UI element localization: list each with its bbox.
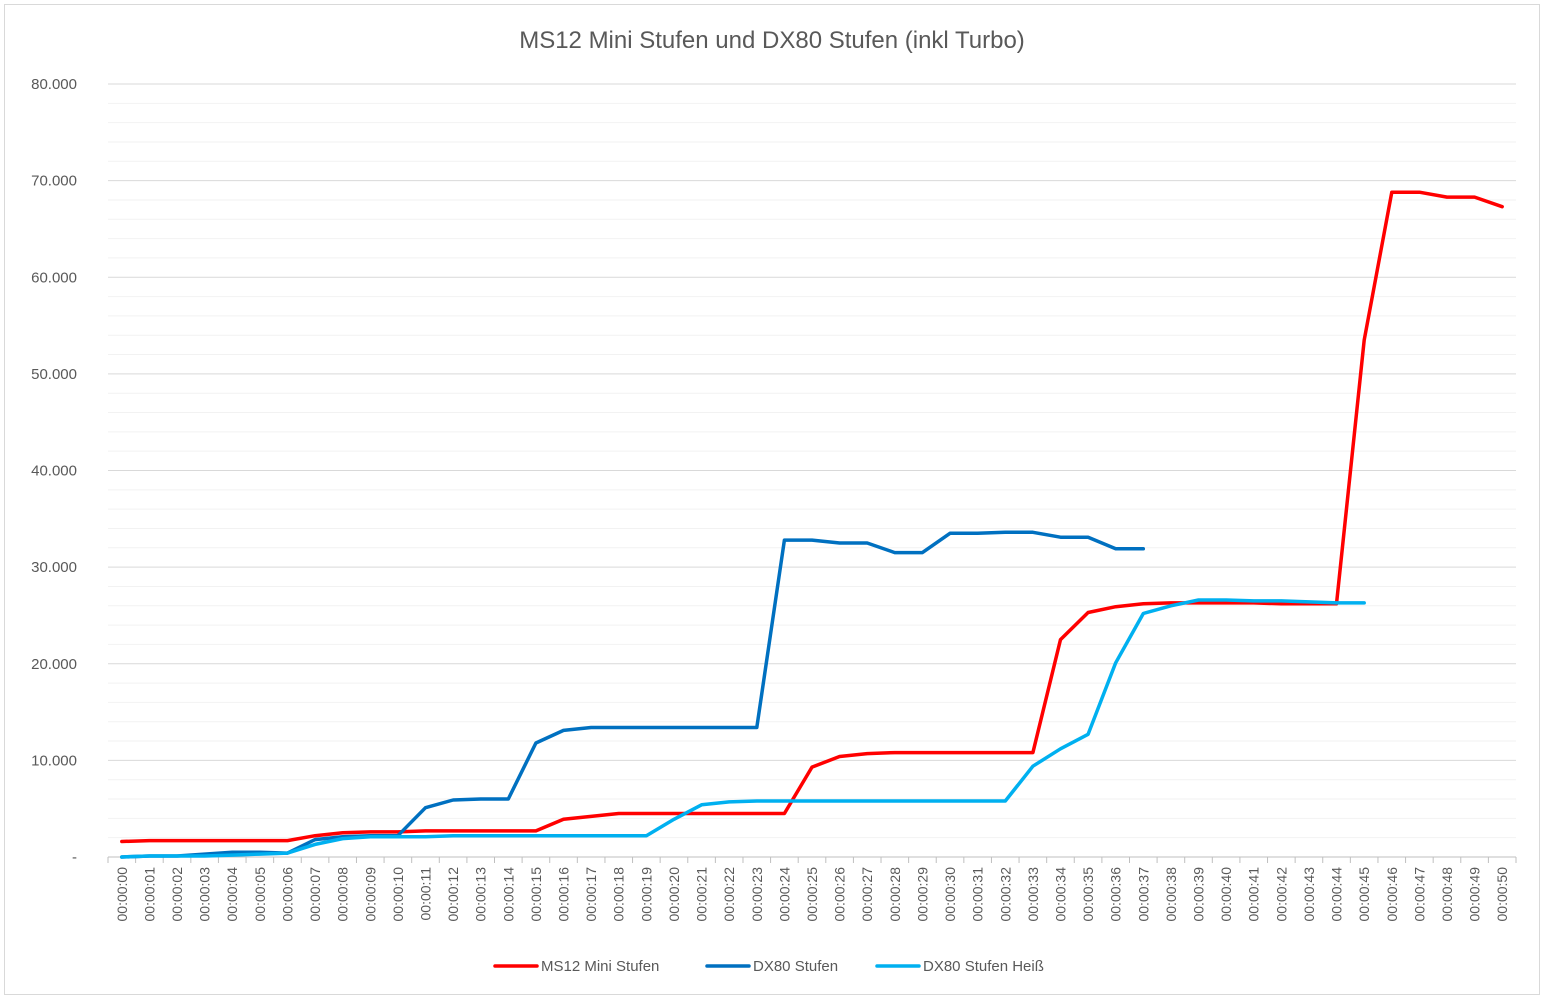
- y-tick-label: 70.000: [31, 173, 77, 190]
- series-line-1: [120, 190, 1504, 844]
- x-tick-label: 00:00:36: [1108, 867, 1124, 922]
- x-tick-label: 00:00:22: [721, 867, 737, 922]
- x-tick-label: 00:00:00: [114, 867, 130, 922]
- x-tick-label: 00:00:45: [1356, 867, 1372, 922]
- x-tick-label: 00:00:23: [749, 867, 765, 922]
- x-tick-label: 00:00:31: [970, 867, 986, 922]
- x-tick-label: 00:00:41: [1246, 867, 1262, 922]
- x-tick-label: 00:00:11: [417, 867, 433, 921]
- x-tick-label: 00:00:44: [1329, 867, 1345, 922]
- x-tick-label: 00:00:33: [1025, 867, 1041, 922]
- x-tick-label: 00:00:26: [832, 867, 848, 922]
- x-tick-label: 00:00:27: [859, 867, 875, 922]
- x-tick-label: 00:00:08: [335, 867, 351, 922]
- x-tick-label: 00:00:48: [1439, 867, 1455, 922]
- x-tick-label: 00:00:39: [1191, 867, 1207, 922]
- x-tick-label: 00:00:43: [1301, 867, 1317, 922]
- x-axis: 00:00:00 00:00:01 00:00:02 00:00:03 00:00:04…: [107, 857, 1517, 922]
- y-tick-label: -: [72, 849, 77, 866]
- x-tick-label: 00:00:40: [1218, 867, 1234, 922]
- x-tick-label: 00:00:19: [638, 867, 654, 922]
- x-tick-label: 00:00:16: [556, 867, 572, 922]
- x-tick-label: 00:00:37: [1135, 867, 1151, 922]
- x-tick-label: 00:00:46: [1384, 867, 1400, 922]
- x-tick-label: 00:00:30: [942, 867, 958, 922]
- x-tick-label: 00:00:10: [390, 867, 406, 922]
- x-tick-label: 00:00:32: [997, 867, 1013, 922]
- y-tick-label: 30.000: [31, 559, 77, 576]
- series-line-2: [120, 530, 1146, 859]
- legend: MS12 Mini Stufen DX80 Stufen DX80 Stufen H…: [493, 958, 1044, 975]
- x-tick-label: 00:00:42: [1273, 867, 1289, 922]
- x-tick-label: 00:00:28: [887, 867, 903, 922]
- x-tick-label: 00:00:38: [1163, 867, 1179, 922]
- x-tick-label: 00:00:07: [307, 867, 323, 922]
- y-tick-label: 10.000: [31, 752, 77, 769]
- x-tick-label: 00:00:21: [694, 867, 710, 922]
- y-tick-label: 80.000: [31, 76, 77, 93]
- x-tick-label: 00:00:03: [197, 867, 213, 922]
- x-tick-label: 00:00:09: [362, 867, 378, 922]
- major-gridlines: [108, 83, 1516, 858]
- x-tick-label: 00:00:24: [776, 867, 792, 922]
- x-tick-label: 00:00:01: [141, 867, 157, 922]
- y-tick-label: 40.000: [31, 463, 77, 480]
- minor-gridlines: [108, 102, 1516, 839]
- x-tick-label: 00:00:50: [1494, 867, 1510, 922]
- chart-frame: [4, 4, 1540, 995]
- y-tick-label: 20.000: [31, 656, 77, 673]
- x-tick-label: 00:00:34: [1052, 867, 1068, 922]
- legend-label: MS12 Mini Stufen: [541, 958, 659, 975]
- y-axis: - 10.000 20.000 30.000 40.000 50.000 60.000 70.…: [31, 76, 77, 866]
- x-tick-label: 00:00:25: [804, 867, 820, 922]
- series-line-3: [120, 598, 1366, 859]
- chart-title: MS12 Mini Stufen und DX80 Stufen (inkl T…: [519, 27, 1025, 54]
- x-tick-label: 00:00:49: [1467, 867, 1483, 922]
- x-tick-label: 00:00:15: [528, 867, 544, 922]
- x-tick-label: 00:00:29: [914, 867, 930, 922]
- y-tick-label: 60.000: [31, 269, 77, 286]
- legend-label: DX80 Stufen Heiß: [923, 958, 1044, 975]
- x-tick-label: 00:00:13: [473, 867, 489, 922]
- x-tick-label: 00:00:06: [279, 867, 295, 922]
- legend-label: DX80 Stufen: [753, 958, 838, 975]
- x-tick-label: 00:00:17: [583, 867, 599, 922]
- x-tick-label: 00:00:02: [169, 867, 185, 922]
- x-tick-label: 00:00:20: [666, 867, 682, 922]
- x-tick-label: 00:00:47: [1411, 867, 1427, 922]
- x-tick-label: 00:00:04: [224, 867, 240, 922]
- x-tick-label: 00:00:14: [500, 867, 516, 922]
- series-lines: [120, 190, 1504, 859]
- x-tick-label: 00:00:05: [252, 867, 268, 922]
- x-tick-label: 00:00:35: [1080, 867, 1096, 922]
- x-tick-label: 00:00:18: [611, 867, 627, 922]
- x-tick-label: 00:00:12: [445, 867, 461, 922]
- y-tick-label: 50.000: [31, 366, 77, 383]
